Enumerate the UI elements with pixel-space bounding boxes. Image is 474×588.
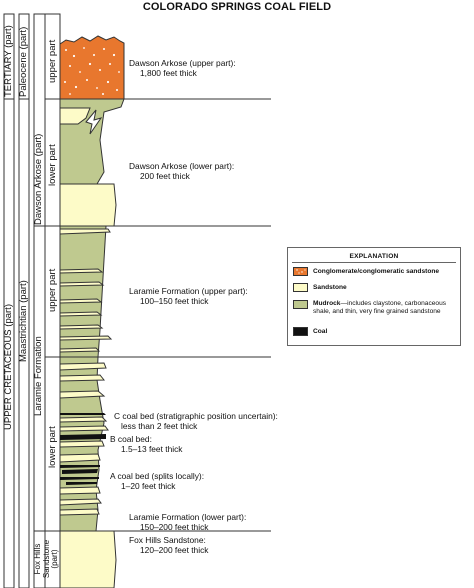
legend-swatch-coal: [293, 327, 308, 336]
legend-label-sandstone: Sandstone: [313, 284, 347, 291]
legend-title: EXPLANATION: [349, 253, 399, 260]
legend-label-conglomerate: Conglomerate/conglomeratic sandstone: [313, 268, 440, 275]
system-column-frame: [3, 13, 15, 588]
conglomerate-unit: [59, 35, 125, 100]
c-coal-bed: [60, 413, 106, 415]
label-fox-hills: Fox Hills Sandstone (part): [33, 533, 59, 588]
label-laramie-formation: Laramie Formation: [33, 336, 44, 416]
b-coal-bed: [60, 434, 106, 440]
laramie-lower-sandstone-4: [59, 416, 108, 423]
label-member-dawson-upper: upper part: [47, 39, 58, 83]
label-maastrichtian: Maastrichtian (part): [18, 280, 29, 362]
figure-title: COLORADO SPRINGS COAL FIELD: [142, 1, 332, 13]
unit-label-dawson-lower: Dawson Arkose (lower part): 200 feet thi…: [129, 161, 235, 181]
laramie-lower-sandstone-10: [59, 508, 100, 516]
legend-swatch-mudrock: [293, 300, 308, 309]
unit-boundaries: [98, 98, 271, 532]
dawson-lower-sandstone: [59, 183, 117, 227]
legend-label-coal: Coal: [313, 328, 328, 335]
laramie-lower-sandstone-2: [59, 374, 106, 382]
unit-label-laramie-lower: Laramie Formation (lower part): 150–200 …: [129, 512, 247, 532]
unit-label-c-coal: C coal bed (stratigraphic position uncer…: [114, 411, 278, 431]
formation-column-frame: [33, 13, 46, 588]
column-dividers: [4, 98, 60, 532]
legend-swatch-conglomerate: [293, 267, 308, 276]
legend-swatch-sandstone: [293, 283, 308, 292]
legend-label-mudrock: Mudrock—includes claystone, carbonaceous…: [313, 300, 447, 315]
laramie-lower-sandstone-3: [59, 390, 106, 399]
laramie-lower-sandstone-7: [59, 453, 101, 463]
label-dawson-arkose: Dawson Arkose (part): [33, 133, 44, 225]
unit-label-dawson-upper: Dawson Arkose (upper part): 1,800 feet t…: [129, 58, 236, 78]
unit-label-b-coal: B coal bed: 1.5–13 feet thick: [110, 434, 183, 454]
a-coal-bed: [60, 465, 100, 485]
dawson-lower-sandstone-upper: [59, 107, 91, 125]
unit-label-a-coal: A coal bed (splits locally): 1–20 feet t…: [110, 471, 205, 491]
laramie-lower-sandstone-5: [59, 425, 109, 432]
laramie-lower-sandstone-9: [59, 498, 102, 506]
label-upper-cretaceous: UPPER CRETACEOUS (part): [3, 304, 14, 430]
laramie-lower-sandstone-8: [59, 486, 101, 495]
laramie-upper-sandstone-beds: [59, 228, 113, 353]
conglomerate-pebbles: [64, 47, 120, 95]
unit-label-fox-hills: Fox Hills Sandstone: 120–200 feet thick: [129, 535, 209, 555]
lithology-column: [59, 35, 125, 588]
label-tertiary: TERTIARY (part): [3, 25, 14, 97]
fox-hills-sandstone: [59, 530, 117, 588]
legend: EXPLANATION Conglomerate/conglomeratic s…: [287, 247, 461, 346]
laramie-lower-sandstone-6: [59, 440, 105, 448]
white-break: [85, 109, 103, 135]
legend-divider: [292, 262, 456, 263]
label-member-laramie-upper: upper part: [47, 268, 58, 312]
series-column-frame: [18, 13, 30, 588]
label-member-dawson-lower: lower part: [47, 144, 58, 186]
label-member-laramie-lower: lower part: [47, 426, 58, 468]
laramie-lower-sandstone-1: [59, 362, 107, 371]
label-paleocene: Paleocene (part): [18, 26, 29, 97]
label-fox-hills-text: Fox Hills Sandstone (part): [33, 539, 59, 579]
unit-label-laramie-upper: Laramie Formation (upper part): 100–150 …: [129, 286, 248, 306]
